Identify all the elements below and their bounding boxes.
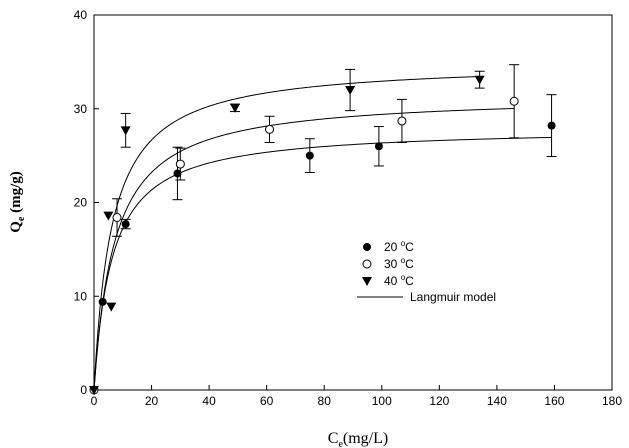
langmuir-curve (93, 136, 552, 391)
x-tick-label: 140 (487, 394, 507, 408)
x-tick-label: 60 (260, 394, 274, 408)
data-point (106, 302, 117, 312)
plot-frame (93, 14, 613, 391)
data-point (121, 220, 130, 229)
legend-label-40c: 40 oC (384, 273, 414, 288)
legend-marker-20c (363, 243, 371, 251)
data-points (89, 75, 556, 395)
data-point (474, 75, 485, 85)
y-axis-title-main: Q (8, 221, 24, 233)
data-point (374, 142, 383, 151)
x-axis-title-rest: (mg/L) (343, 430, 388, 447)
x-tick-label: 180 (602, 394, 622, 408)
data-point (509, 96, 519, 106)
langmuir-curve (93, 76, 480, 391)
data-point (345, 86, 356, 95)
x-tick-label: 0 (91, 394, 98, 408)
legend-label-40c-value: 40 (384, 274, 401, 288)
x-axis-title-sub: e (338, 439, 343, 448)
y-tick-label: 10 (74, 289, 88, 303)
x-tick-label: 120 (429, 394, 449, 408)
legend-degree-30c: o (401, 256, 406, 265)
legend-unit-40c: C (405, 274, 414, 288)
data-point (265, 124, 275, 134)
data-point (173, 169, 182, 178)
y-tick-label: 30 (74, 102, 88, 116)
x-tick-label: 80 (318, 394, 332, 408)
legend-label-30c: 30 oC (384, 256, 414, 271)
legend-label-20c-value: 20 (384, 240, 401, 254)
x-axis-title-main: C (328, 430, 339, 447)
legend-label-20c: 20 oC (384, 239, 414, 254)
legend-label-langmuir: Langmuir model (410, 290, 496, 304)
x-axis-title: Ce(mg/L) (328, 430, 388, 448)
y-tick-label: 40 (74, 8, 88, 22)
x-tick-label: 40 (202, 394, 216, 408)
legend-marker-40c (362, 277, 372, 286)
data-point (103, 211, 114, 221)
y-tick-label: 20 (74, 196, 88, 210)
data-point (120, 126, 131, 136)
legend-label-30c-value: 30 (384, 257, 401, 271)
data-point (305, 151, 314, 160)
legend-marker-30c (362, 259, 372, 269)
error-bars (112, 64, 557, 237)
y-axis-title-sub: e (16, 216, 27, 221)
x-tick-label: 160 (544, 394, 564, 408)
legend-degree-20c: o (401, 239, 406, 248)
legend-unit-20c: C (405, 240, 414, 254)
data-point (230, 103, 241, 113)
data-point (547, 121, 556, 130)
x-tick-label: 100 (372, 394, 392, 408)
data-point (89, 386, 99, 395)
legend: 20 oC 30 oC 40 oC Langmuir model (357, 239, 496, 304)
y-axis-title: Qe (mg/g) (8, 171, 27, 233)
data-point (175, 159, 185, 169)
legend-degree-40c: o (401, 273, 406, 282)
legend-unit-30c: C (405, 257, 414, 271)
axes (93, 14, 613, 391)
y-axis-title-rest: (mg/g) (8, 171, 24, 216)
y-tick-label: 0 (80, 383, 87, 397)
data-point (112, 213, 122, 222)
data-point (98, 297, 107, 306)
data-point (397, 116, 407, 126)
x-tick-label: 20 (145, 394, 159, 408)
langmuir-curve (93, 107, 515, 391)
langmuir-curves (93, 76, 552, 391)
ticks: 0 20 40 60 80 100 120 140 160 180 0 10 20 30 40 (74, 8, 623, 408)
